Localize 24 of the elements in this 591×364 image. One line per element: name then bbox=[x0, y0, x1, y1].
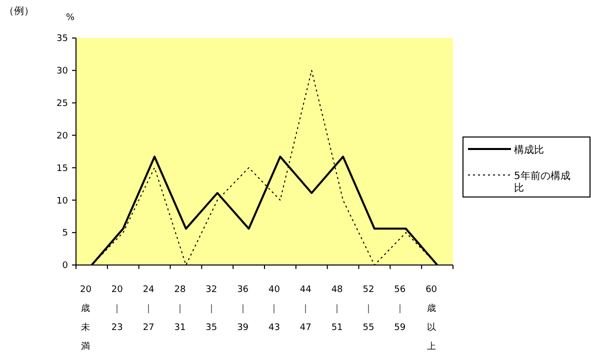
x-tick-label: 56｜59 bbox=[394, 285, 406, 333]
x-tick-label: 20歳未満 bbox=[80, 285, 92, 352]
x-tick-label: 24｜27 bbox=[142, 285, 155, 333]
y-tick-label: 25 bbox=[56, 99, 68, 110]
x-tick-label: 52｜55 bbox=[362, 285, 374, 333]
y-tick-label: 10 bbox=[56, 196, 68, 206]
y-tick-label: 20 bbox=[56, 131, 68, 142]
y-tick-label: 30 bbox=[56, 66, 68, 77]
text: （例） bbox=[4, 6, 34, 17]
y-tick-label: 15 bbox=[56, 164, 68, 174]
x-tick-label: 28｜31 bbox=[174, 285, 186, 333]
legend-label: 構成比 bbox=[514, 144, 544, 156]
x-tick-label: 40｜43 bbox=[268, 285, 280, 333]
y-tick-label: 0 bbox=[62, 261, 68, 272]
y-axis-title: % bbox=[66, 13, 75, 23]
y-tick-label: 35 bbox=[56, 34, 68, 44]
x-tick-label: 60歳以上 bbox=[426, 285, 438, 352]
x-tick-label: 32｜35 bbox=[206, 285, 218, 333]
x-tick-label: 44｜47 bbox=[300, 285, 312, 333]
y-tick-label: 5 bbox=[62, 228, 68, 239]
x-tick-label: 36｜39 bbox=[237, 285, 249, 333]
x-tick-label: 48｜51 bbox=[331, 285, 344, 333]
legend-label: 5年前の構成比 bbox=[514, 170, 570, 194]
x-tick-label: 20｜23 bbox=[111, 285, 124, 333]
